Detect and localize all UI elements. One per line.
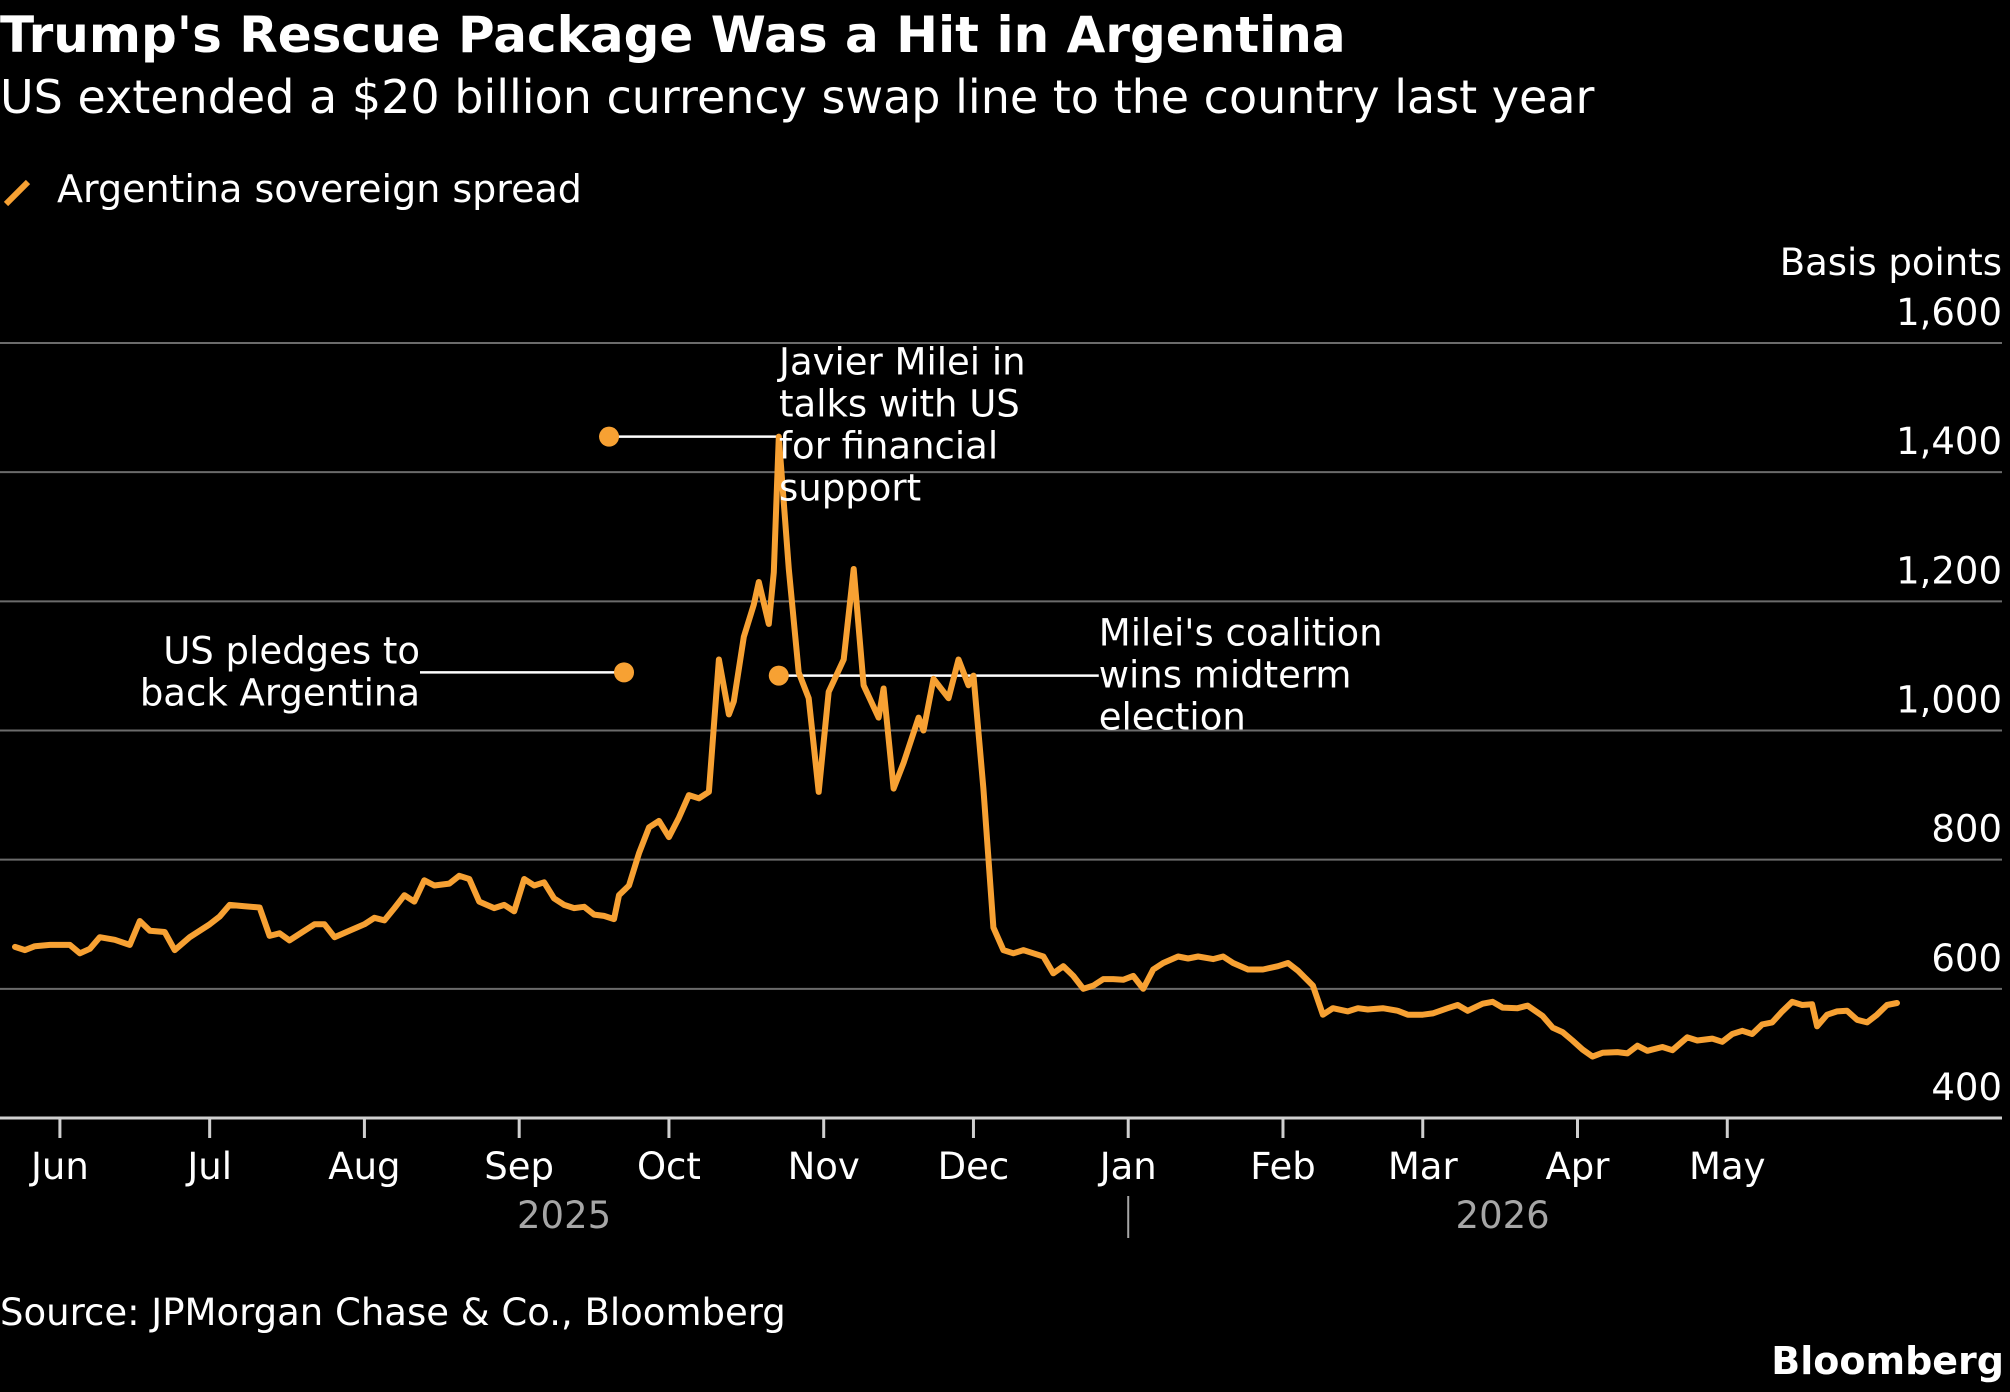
source-note: Source: JPMorgan Chase & Co., Bloomberg: [0, 1291, 786, 1334]
annotation-connectors: [420, 435, 1099, 677]
x-tick-label: Dec: [938, 1145, 1010, 1188]
legend-label: Argentina sovereign spread: [57, 167, 582, 211]
annotation-label: Milei's coalition wins midterm election: [1099, 612, 1383, 739]
annotation-line: Milei's coalition: [1099, 612, 1383, 655]
y-axis-label: Basis points: [1780, 241, 2002, 284]
annotation-marker: [614, 662, 635, 683]
chart-subtitle: US extended a $20 billion currency swap …: [0, 70, 1595, 124]
annotation-marker: [768, 665, 789, 686]
x-tick-label: Nov: [788, 1145, 860, 1188]
y-tick-label: 1,600: [1896, 291, 2002, 334]
annotation-line: for financial: [779, 425, 998, 468]
annotation-line: US pledges to: [163, 629, 420, 672]
y-tick-label: 1,400: [1896, 420, 2002, 463]
annotation-label: Javier Milei in talks with US for financia…: [777, 341, 1026, 510]
series: [12, 433, 1900, 1060]
annotation-line: wins midterm: [1099, 654, 1352, 697]
x-tick-label: Jun: [29, 1145, 89, 1188]
y-tick-label: 400: [1931, 1066, 2002, 1109]
bloomberg-logo: Bloomberg: [1771, 1339, 2004, 1383]
legend: Argentina sovereign spread: [3, 167, 582, 211]
year-label: 2025: [517, 1194, 611, 1237]
x-tick-label: Feb: [1250, 1145, 1316, 1188]
year-label: 2026: [1456, 1194, 1550, 1237]
y-tick-label: 1,000: [1896, 679, 2002, 722]
x-tick-label: Jan: [1098, 1145, 1157, 1188]
series-line-argentina-sovereign-spread: [12, 433, 1900, 1060]
x-tick-label: Aug: [328, 1145, 400, 1188]
grid: [0, 342, 2002, 1120]
annotation-label: US pledges to back Argentina: [140, 629, 420, 714]
annotation-line: support: [779, 467, 921, 510]
y-tick-label: 1,200: [1896, 549, 2002, 592]
y-tick-label: 600: [1931, 937, 2002, 980]
x-tick-label: Sep: [484, 1145, 554, 1188]
y-axis: 400 600 800 1,000 1,200 1,400 1,600: [1896, 291, 2002, 1109]
x-tick-label: Oct: [637, 1145, 701, 1188]
x-tick-label: Mar: [1388, 1145, 1459, 1188]
annotation-line: Javier Milei in: [777, 341, 1026, 384]
annotation-marker: [599, 426, 620, 447]
annotation-line: back Argentina: [140, 671, 420, 714]
annotation-line: talks with US: [779, 383, 1020, 426]
annotation-labels: US pledges to back Argentina Javier Milei …: [140, 341, 1383, 739]
x-axis: Jun Jul Aug Sep Oct Nov Dec Jan Feb Mar Apr May: [29, 1118, 1766, 1188]
annotation-markers: [599, 426, 789, 686]
x-tick-label: May: [1689, 1145, 1766, 1188]
legend-swatch: [3, 179, 31, 207]
x-tick-label: Apr: [1546, 1145, 1611, 1188]
chart-title: Trump's Rescue Package Was a Hit in Arge…: [0, 6, 1346, 64]
year-labels: 2025 2026: [517, 1194, 1550, 1238]
y-tick-label: 800: [1931, 808, 2002, 851]
x-tick-label: Jul: [185, 1145, 232, 1188]
annotation-line: election: [1099, 696, 1246, 739]
